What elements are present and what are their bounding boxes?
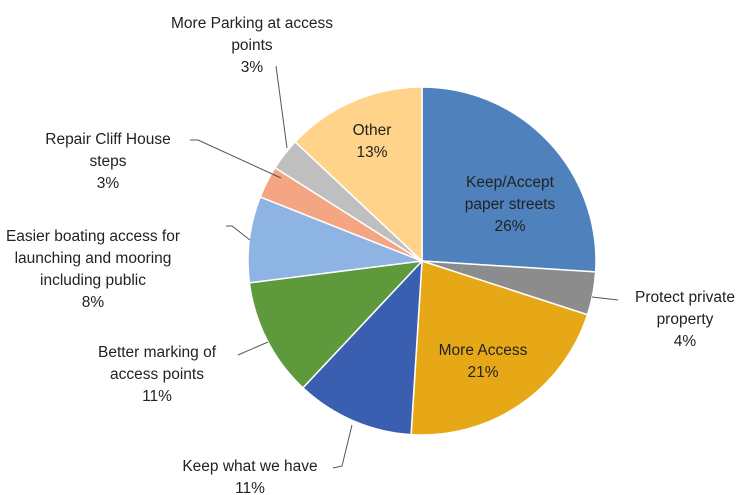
slice-label: Other 13% (332, 120, 412, 164)
slice-label: Keep/Accept paper streets 26% (445, 172, 575, 238)
category-label: More Parking at access points (171, 15, 333, 54)
value-label: 26% (494, 218, 526, 235)
value-label: 11% (235, 480, 265, 495)
pie-slice (294, 86, 423, 263)
value-label: 11% (142, 388, 172, 405)
leader-line (591, 296, 619, 301)
leader-line (190, 139, 282, 179)
slice-label: Easier boating access for launching and … (3, 226, 183, 314)
category-label: More Access (438, 342, 528, 359)
pie-slice (301, 258, 423, 436)
category-label: Protect private property (635, 289, 735, 328)
value-label: 21% (467, 364, 499, 381)
pie-slice (421, 86, 597, 273)
slice-label: Better marking of access points 11% (72, 342, 242, 408)
slice-label: Protect private property 4% (610, 287, 749, 353)
category-label: Repair Cliff House steps (45, 131, 171, 170)
leader-line (237, 341, 269, 356)
category-label: Keep/Accept paper streets (464, 174, 556, 213)
slice-label: Repair Cliff House steps 3% (28, 129, 188, 195)
leader-line (226, 225, 251, 241)
category-label: Keep what we have (182, 458, 318, 475)
value-label: 8% (81, 294, 105, 311)
slice-label: Keep what we have 11% (150, 456, 350, 495)
category-label: Other (352, 122, 392, 139)
leader-line (275, 65, 288, 149)
slice-label: More Access 21% (413, 340, 553, 384)
category-label: Better marking of access points (97, 344, 217, 383)
leader-line (332, 424, 353, 469)
value-label: 4% (673, 333, 697, 350)
value-label: 3% (96, 175, 120, 192)
category-label: Easier boating access for launching and … (5, 228, 181, 289)
value-label: 13% (356, 144, 388, 161)
pie-slice (248, 259, 424, 389)
pie-slice (410, 259, 589, 436)
value-label: 3% (240, 59, 264, 76)
slice-label: More Parking at access points 3% (167, 13, 337, 79)
